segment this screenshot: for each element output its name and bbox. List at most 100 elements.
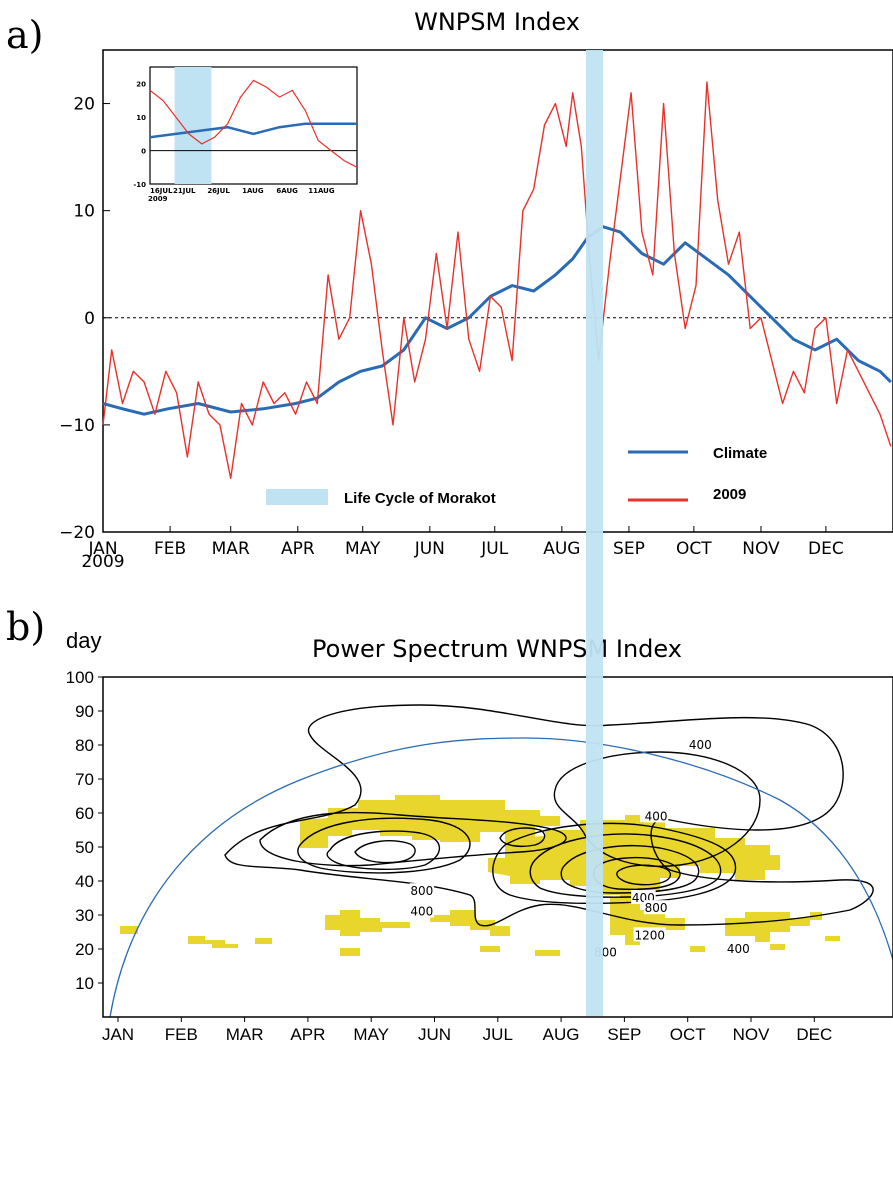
panel-b-x-tick-label: SEP [607,1025,641,1044]
legend-band-label: Life Cycle of Morakot [344,490,496,507]
significance-patch-dec [825,936,840,941]
contour-400-outer [224,704,874,927]
inset-y-tick-label: 0 [141,148,146,156]
panel-a-series [102,81,892,480]
legend-2009-label: 2009 [713,486,746,503]
panel-b-y-tick-label: 100 [66,668,94,687]
panel-a-y-tick-label: 10 [73,202,95,222]
panel-b-x-tick-label: MAR [226,1025,264,1044]
inset-y-tick-label: 10 [136,114,146,122]
contour-label: 400 [645,809,668,823]
panel-a-x-tick-label: MAR [212,539,250,559]
legend-climate-label: Climate [713,445,767,462]
panel-b-title: Power Spectrum WNPSM Index [312,635,682,663]
contour-400-upper-inner [553,751,761,867]
contour-label: 800 [410,884,433,898]
panel-a-x-tick-label: DEC [808,539,844,559]
contour-label-bg [688,737,713,751]
panel-b-y-tick-label: 30 [75,906,94,925]
contour-label: 400 [727,942,750,956]
panel-a-y-axis: −20 −10 0 10 20 [59,95,110,543]
significance-patch-aug [535,950,560,956]
panel-b-x-tick-label: JAN [102,1025,134,1044]
panel-a-x-tick-label: AUG [543,539,580,559]
contour-800-left [297,817,471,874]
significance-patch-mar [255,938,272,944]
inset-x-tick-label: 1AUG [242,187,264,195]
significance-patch-lowfreq-3 [430,910,510,936]
panel-a-x-tick-label: NOV [742,539,780,559]
panel-a-x-axis: JAN FEB MAR APR MAY JUN JUL AUG SEP OCT NOV DEC [87,526,844,559]
panel-b-y-tick-label: 60 [75,804,94,823]
power-contours [224,704,874,927]
panel-a-x-tick-label: OCT [676,539,712,559]
panel-a-x-tick-label: JUN [414,539,445,559]
morakot-band [586,50,603,1016]
panel-b-x-tick-label: JUN [418,1025,451,1044]
panel-a-x-tick-label: JUL [480,539,508,559]
inset-x-tick-label: 6AUG [276,187,298,195]
contour-800-right [529,833,722,898]
significance-patch-feb [188,936,238,948]
panel-b-x-axis: JAN FEB MAR APR MAY JUN JUL AUG SEP OCT NOV DEC [102,1017,832,1044]
panel-b-ylabel: day [66,628,101,653]
panel-a-y-tick-label: −20 [59,523,95,543]
panel-b-x-tick-label: AUG [543,1025,580,1044]
panel-b-x-tick-label: NOV [733,1025,771,1044]
legend: Climate 2009 Life Cycle of Morakot [266,445,767,507]
panel-a-y-tick-label: 20 [73,95,95,115]
significance-patch-jun [340,948,360,956]
panel-a-plot: −20 −10 0 10 20 JAN FEB MAR APR MAY JUN JUL AUG SEP O… [59,49,893,572]
contour-400-right [492,822,737,904]
panel-b-y-tick-label: 80 [75,736,94,755]
significance-patch-lowfreq-1 [610,898,685,945]
inset-x-tick-label: 11AUG [308,187,335,195]
inset-series-2009-line [149,79,358,168]
panel-b-label: b) [6,605,45,649]
panel-b-x-tick-label: MAY [353,1025,389,1044]
panel-b-x-tick-label: JUL [483,1025,513,1044]
contour-label-bg [633,927,666,942]
contour-inner-left-1 [326,830,441,870]
panel-b-y-tick-label: 40 [75,872,94,891]
contour-1200 [560,845,700,894]
panel-b-y-tick-label: 10 [75,974,94,993]
contour-2000 [616,864,671,886]
inset-y-axis: -10 0 10 20 [133,81,146,189]
significance-patch-early [300,795,560,848]
inset-chart: -10 0 10 20 16JUL 21JUL 26JUL 1AUG 6AUG 11AUG 20… [133,66,358,203]
inset-series-climate-line [149,122,357,139]
panel-b-y-tick-label: 20 [75,940,94,959]
significance-patch-lowfreq-2 [325,910,410,936]
inset-y-tick-label: -10 [133,181,146,189]
contour-label: 400 [689,738,712,752]
legend-band-swatch [266,489,328,505]
series-climate-line [102,225,892,416]
contour-label-bg [409,903,435,918]
panel-b-x-tick-label: FEB [165,1025,198,1044]
panel-a-x-tick-label: SEP [613,539,645,559]
inset-y-tick-label: 20 [136,81,146,89]
panel-b-frame [102,676,893,1018]
inset-x-tick-label: 21JUL [173,187,196,195]
cone-of-influence [109,737,893,1018]
contour-1600 [593,856,681,891]
panel-a-x-tick-label: JAN [87,539,117,559]
panel-b-x-tick-label: APR [290,1025,325,1044]
series-2009-line [102,81,892,480]
significance-patch-nov [770,944,785,950]
inset-x-tick-label: 16JUL [150,187,173,195]
significance-fill [120,795,840,956]
contour-label-bg [643,808,669,823]
panel-a-x-tick-label: MAY [345,539,381,559]
panel-b-y-tick-label: 90 [75,702,94,721]
inset-x-tick-label: 26JUL [207,187,230,195]
significance-patch-lowfreq-4 [725,912,810,942]
significance-patch-oct [690,946,705,952]
contour-label-bg [409,883,435,898]
panel-a-y-tick-label: 0 [84,309,95,329]
contour-400-small [499,827,546,847]
